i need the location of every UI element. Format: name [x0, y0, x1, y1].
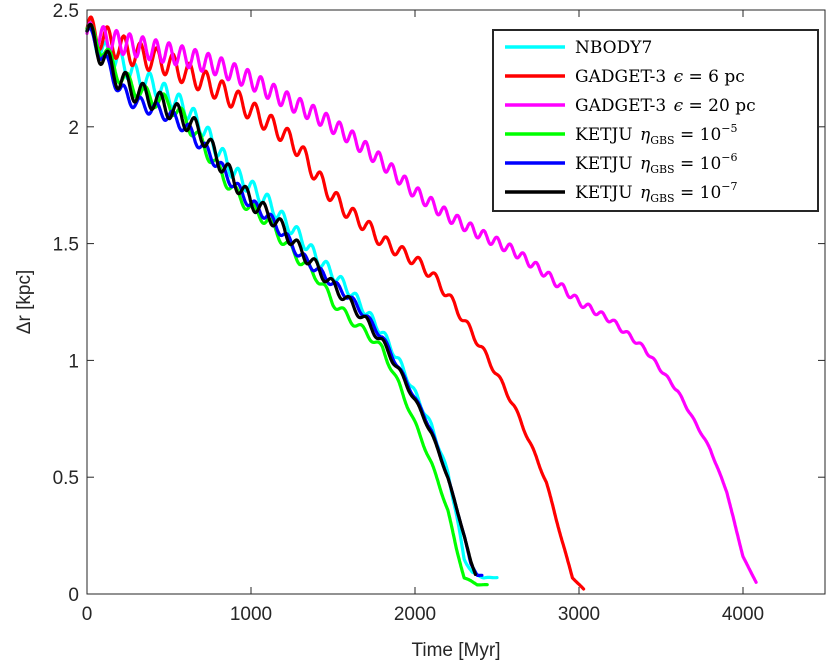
series-line-2: [85, 15, 586, 591]
y-tick-label: 0: [68, 585, 79, 606]
legend-label-5: KETJU ηGBS = 10−6: [575, 151, 738, 176]
tick-labels-layer: 0 1000 2000 3000 4000 0 0.5 1 1.5 2 2.5: [53, 1, 765, 625]
y-tick-label: 2: [68, 118, 79, 139]
x-tick-label: 1000: [230, 604, 272, 625]
y-tick-label: 1: [68, 351, 79, 372]
legend: NBODY7 GADGET-3 ϵ = 6 pc GADGET-3 ϵ = 20 p…: [492, 29, 819, 212]
legend-label-1: NBODY7: [575, 38, 652, 58]
x-axis-label: Time [Myr]: [411, 640, 500, 661]
y-tick-label: 0.5: [53, 468, 79, 489]
series-line-1: [85, 20, 499, 580]
legend-box: [492, 29, 819, 212]
x-tick-label: 4000: [722, 604, 764, 625]
series-line-6: [85, 22, 477, 576]
x-tick-label: 3000: [558, 604, 600, 625]
legend-label-4: KETJU ηGBS = 10−5: [575, 122, 738, 147]
plot-frame: [86, 9, 826, 595]
y-axis-label: Δr [kpc]: [14, 270, 35, 334]
series-line-3: [85, 21, 758, 584]
legend-label-2: GADGET-3 ϵ = 6 pc: [575, 67, 745, 87]
x-tick-label: 0: [82, 604, 93, 625]
x-tick-label: 2000: [394, 604, 436, 625]
legend-label-3: GADGET-3 ϵ = 20 pc: [575, 96, 756, 116]
y-tick-label: 1.5: [53, 235, 79, 256]
y-tick-label: 2.5: [53, 1, 79, 22]
ticks-layer: [86, 9, 825, 595]
series-layer: [85, 15, 758, 591]
legend-label-6: KETJU ηGBS = 10−7: [575, 180, 738, 205]
